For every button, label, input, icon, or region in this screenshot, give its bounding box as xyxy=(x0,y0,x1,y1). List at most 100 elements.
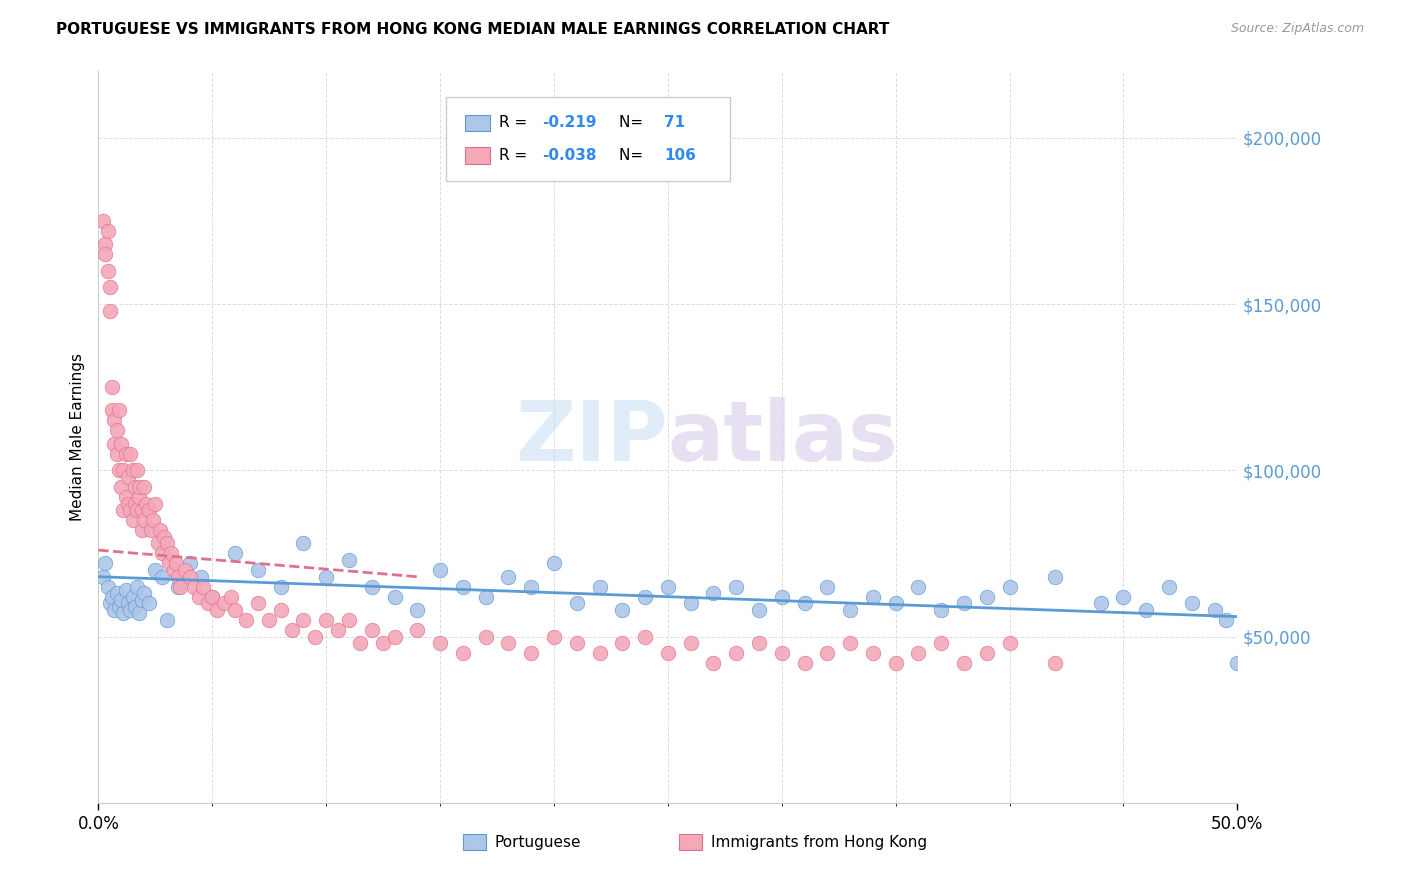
Text: N=: N= xyxy=(619,115,648,130)
Bar xyxy=(465,114,491,130)
Point xyxy=(862,646,884,660)
Point xyxy=(657,646,679,660)
Point xyxy=(815,580,838,594)
Point xyxy=(167,570,190,584)
Point xyxy=(371,636,394,650)
Point xyxy=(1204,603,1226,617)
Point xyxy=(145,497,167,511)
Point xyxy=(270,603,292,617)
Point xyxy=(131,523,153,537)
Point xyxy=(907,646,929,660)
Point xyxy=(384,590,406,604)
Point xyxy=(224,546,246,560)
Point xyxy=(1043,656,1066,670)
Point xyxy=(94,247,117,261)
Point xyxy=(702,656,724,670)
Point xyxy=(169,580,191,594)
Point xyxy=(748,636,770,650)
Point xyxy=(429,636,451,650)
Text: PORTUGUESE VS IMMIGRANTS FROM HONG KONG MEDIAN MALE EARNINGS CORRELATION CHART: PORTUGUESE VS IMMIGRANTS FROM HONG KONG … xyxy=(56,22,890,37)
Bar xyxy=(679,834,702,850)
Point xyxy=(146,536,169,550)
Point xyxy=(135,497,157,511)
Point xyxy=(246,596,269,610)
Point xyxy=(770,590,793,604)
Point xyxy=(103,413,125,427)
Point xyxy=(187,590,209,604)
Text: 106: 106 xyxy=(665,148,696,163)
Point xyxy=(212,596,235,610)
Point xyxy=(108,599,131,614)
Point xyxy=(98,280,121,294)
Point xyxy=(998,580,1021,594)
Point xyxy=(167,580,190,594)
Point xyxy=(128,480,150,494)
Point xyxy=(1226,656,1249,670)
Text: Portuguese: Portuguese xyxy=(495,835,581,850)
Text: N=: N= xyxy=(619,148,648,163)
Point xyxy=(862,590,884,604)
Point xyxy=(815,646,838,660)
Point xyxy=(953,596,976,610)
Point xyxy=(149,523,172,537)
Point xyxy=(112,607,135,621)
Point xyxy=(304,630,326,644)
Point xyxy=(142,513,165,527)
Point xyxy=(179,557,201,571)
Point xyxy=(101,380,124,394)
Point xyxy=(474,630,496,644)
Point xyxy=(793,596,815,610)
Point xyxy=(201,590,224,604)
Point xyxy=(360,623,382,637)
Point xyxy=(150,570,173,584)
Point xyxy=(179,570,201,584)
Point xyxy=(120,447,142,461)
Point xyxy=(565,636,588,650)
Point xyxy=(498,636,520,650)
Point xyxy=(1181,596,1204,610)
Point xyxy=(150,546,173,560)
Point xyxy=(281,623,304,637)
Point xyxy=(292,536,315,550)
Point xyxy=(634,590,657,604)
Point xyxy=(224,603,246,617)
Text: -0.038: -0.038 xyxy=(543,148,598,163)
Point xyxy=(907,580,929,594)
Point xyxy=(120,603,142,617)
Point xyxy=(131,503,153,517)
Text: 71: 71 xyxy=(665,115,686,130)
Point xyxy=(110,436,132,450)
Point xyxy=(127,503,149,517)
Point xyxy=(101,590,124,604)
Text: atlas: atlas xyxy=(668,397,898,477)
Point xyxy=(112,463,135,477)
Point xyxy=(110,593,132,607)
Point xyxy=(839,636,862,650)
Point xyxy=(128,607,150,621)
Point xyxy=(98,303,121,318)
Point xyxy=(520,580,543,594)
Point xyxy=(101,403,124,417)
Point xyxy=(96,264,118,278)
Point xyxy=(725,580,748,594)
Point xyxy=(326,623,349,637)
Point xyxy=(588,646,610,660)
Point xyxy=(748,603,770,617)
Point xyxy=(105,586,128,600)
Point xyxy=(520,646,543,660)
Point xyxy=(131,593,153,607)
Point xyxy=(117,596,139,610)
Point xyxy=(124,599,146,614)
Text: R =: R = xyxy=(499,148,533,163)
Point xyxy=(679,596,702,610)
Point xyxy=(121,590,143,604)
Point xyxy=(246,563,269,577)
Point xyxy=(953,656,976,670)
Point xyxy=(201,590,224,604)
Point xyxy=(1112,590,1135,604)
Point xyxy=(725,646,748,660)
Point xyxy=(132,513,155,527)
Point xyxy=(193,580,215,594)
Point xyxy=(565,596,588,610)
Point xyxy=(793,656,815,670)
